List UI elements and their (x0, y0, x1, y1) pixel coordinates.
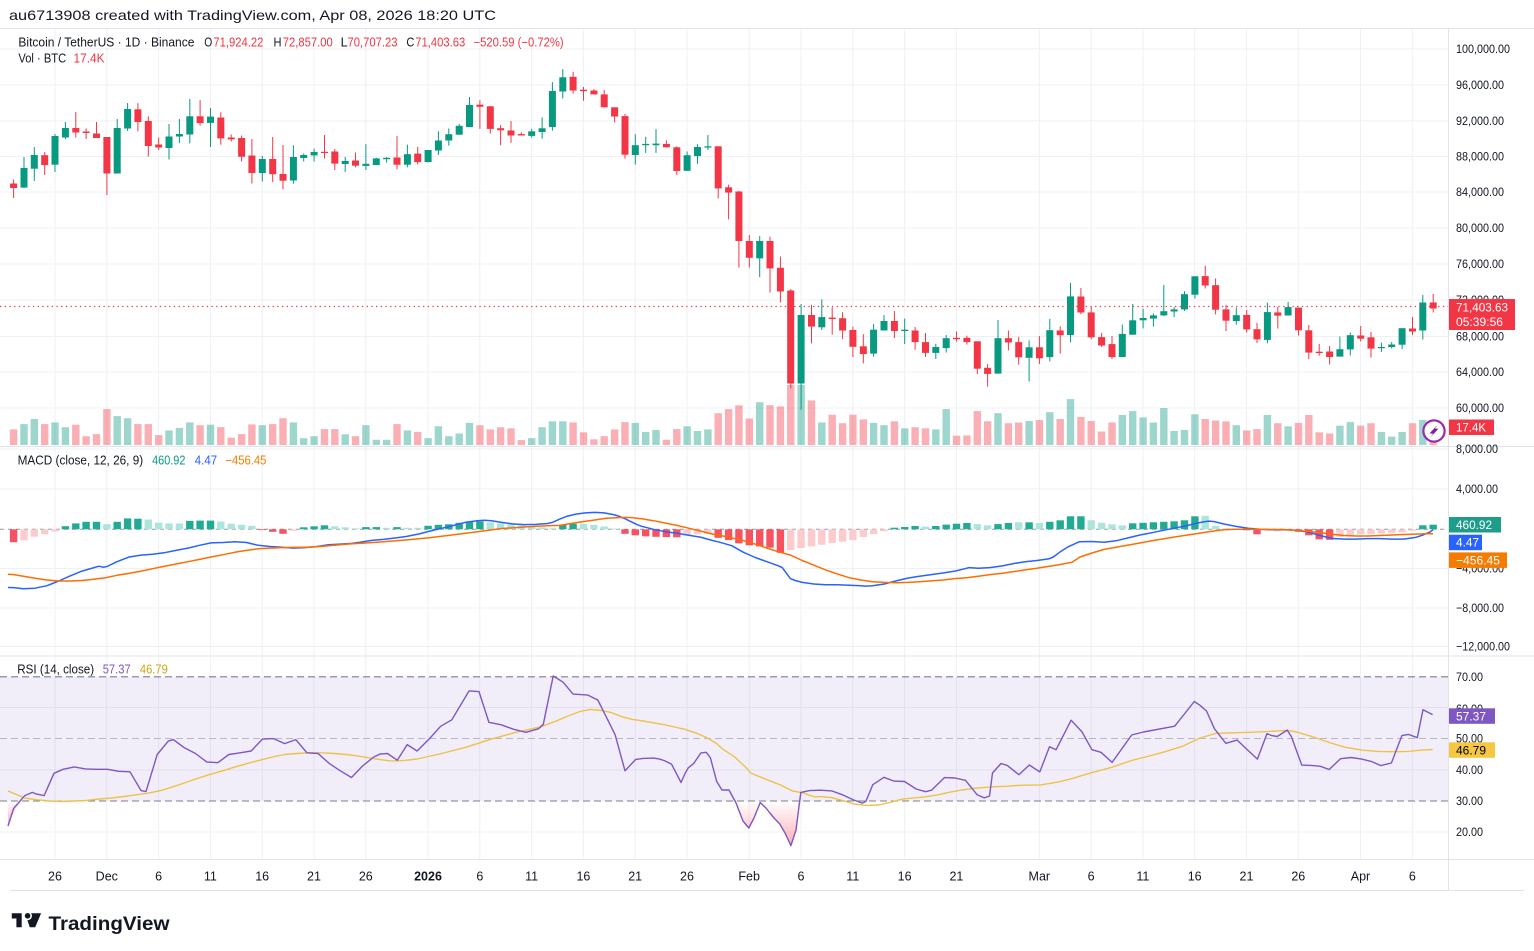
svg-text:−456.45: −456.45 (1456, 553, 1500, 567)
svg-text:21: 21 (628, 870, 642, 884)
svg-text:21: 21 (949, 870, 963, 884)
svg-text:57.37: 57.37 (103, 663, 131, 677)
svg-text:RSI (14, close): RSI (14, close) (17, 663, 94, 677)
svg-text:72,857.00: 72,857.00 (283, 36, 333, 50)
svg-text:11: 11 (204, 870, 217, 884)
svg-text:−520.59 (−0.72%): −520.59 (−0.72%) (474, 36, 564, 50)
svg-text:Mar: Mar (1029, 870, 1051, 884)
svg-text:76,000.00: 76,000.00 (1456, 257, 1504, 271)
svg-text:21: 21 (307, 870, 321, 884)
svg-text:460.92: 460.92 (1456, 518, 1492, 532)
svg-text:4.47: 4.47 (1456, 536, 1479, 550)
svg-text:O: O (204, 36, 212, 50)
svg-text:21: 21 (1240, 870, 1254, 884)
svg-text:100,000.00: 100,000.00 (1456, 42, 1510, 56)
svg-text:−456.45: −456.45 (225, 453, 266, 467)
svg-text:TradingView: TradingView (49, 913, 171, 935)
svg-text:6: 6 (798, 870, 805, 884)
svg-text:71,403.63: 71,403.63 (1456, 301, 1508, 315)
svg-text:57.37: 57.37 (1456, 709, 1486, 723)
svg-text:C: C (406, 36, 414, 50)
svg-text:Apr: Apr (1351, 870, 1370, 884)
svg-text:11: 11 (1136, 870, 1149, 884)
svg-text:Dec: Dec (96, 870, 118, 884)
svg-text:−12,000.00: −12,000.00 (1456, 640, 1510, 654)
svg-text:16: 16 (1188, 870, 1202, 884)
svg-text:Vol · BTC: Vol · BTC (18, 52, 66, 66)
svg-text:4.47: 4.47 (195, 453, 217, 467)
svg-text:17.4K: 17.4K (74, 52, 106, 66)
svg-text:30.00: 30.00 (1456, 794, 1483, 808)
svg-text:16: 16 (898, 870, 912, 884)
svg-text:80,000.00: 80,000.00 (1456, 221, 1504, 235)
svg-text:50.00: 50.00 (1456, 732, 1483, 746)
svg-text:92,000.00: 92,000.00 (1456, 114, 1504, 128)
svg-text:460.92: 460.92 (152, 453, 185, 467)
svg-text:71,403.63: 71,403.63 (415, 36, 465, 50)
svg-text:Feb: Feb (738, 870, 760, 884)
svg-text:20.00: 20.00 (1456, 825, 1483, 839)
svg-text:11: 11 (846, 870, 859, 884)
svg-text:70.00: 70.00 (1456, 670, 1483, 684)
svg-text:2026: 2026 (414, 870, 442, 884)
svg-text:16: 16 (576, 870, 590, 884)
svg-text:L: L (341, 36, 348, 50)
svg-text:6: 6 (476, 870, 483, 884)
svg-text:au6713908 created with Trading: au6713908 created with TradingView.com, … (9, 7, 496, 23)
svg-text:84,000.00: 84,000.00 (1456, 185, 1504, 199)
svg-text:−8,000.00: −8,000.00 (1456, 601, 1504, 615)
svg-text:Bitcoin / TetherUS · 1D · Bina: Bitcoin / TetherUS · 1D · Binance (18, 36, 194, 50)
svg-text:71,924.22: 71,924.22 (213, 36, 263, 50)
svg-text:11: 11 (525, 870, 538, 884)
svg-text:6: 6 (1409, 870, 1416, 884)
svg-text:26: 26 (359, 870, 373, 884)
svg-text:88,000.00: 88,000.00 (1456, 150, 1504, 164)
svg-text:40.00: 40.00 (1456, 763, 1483, 777)
svg-text:46.79: 46.79 (140, 663, 168, 677)
svg-text:H: H (274, 36, 282, 50)
svg-text:64,000.00: 64,000.00 (1456, 365, 1504, 379)
svg-text:68,000.00: 68,000.00 (1456, 330, 1504, 344)
svg-text:05:39:56: 05:39:56 (1456, 315, 1503, 329)
svg-text:70,707.23: 70,707.23 (348, 36, 398, 50)
svg-text:46.79: 46.79 (1456, 743, 1486, 757)
svg-text:17.4K: 17.4K (1456, 421, 1486, 435)
svg-text:96,000.00: 96,000.00 (1456, 78, 1504, 92)
svg-text:26: 26 (48, 870, 62, 884)
svg-text:26: 26 (680, 870, 694, 884)
svg-text:16: 16 (255, 870, 269, 884)
svg-text:60,000.00: 60,000.00 (1456, 401, 1504, 415)
svg-text:26: 26 (1291, 870, 1305, 884)
svg-text:6: 6 (1088, 870, 1095, 884)
svg-text:6: 6 (155, 870, 162, 884)
svg-text:8,000.00: 8,000.00 (1456, 442, 1498, 456)
svg-text:4,000.00: 4,000.00 (1456, 482, 1498, 496)
svg-text:MACD (close, 12, 26, 9): MACD (close, 12, 26, 9) (18, 453, 144, 467)
